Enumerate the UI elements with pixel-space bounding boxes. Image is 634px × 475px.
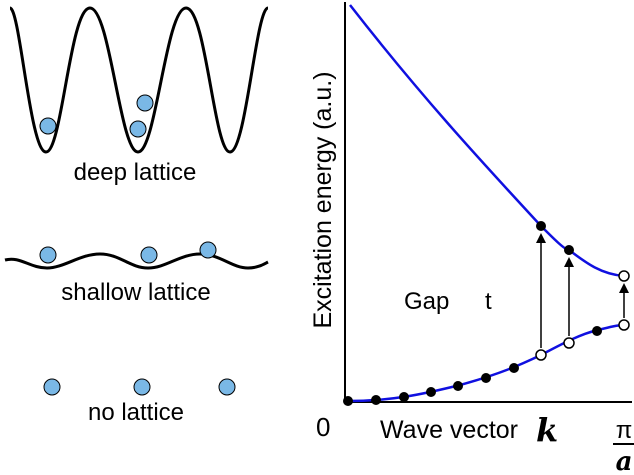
atom (133, 378, 151, 396)
atom (140, 246, 158, 264)
lower-band-point (426, 387, 436, 397)
upper-band-point (536, 221, 546, 231)
dispersion-plot: Gap t Excitation energy (a.u.) 0 Wave ve… (309, 2, 634, 475)
no-lattice-panel: no lattice (43, 378, 236, 426)
atom (39, 246, 57, 264)
lower-band-point (399, 392, 409, 402)
atom (39, 117, 57, 135)
lower-band-point (343, 396, 353, 406)
lower-band-point-open (563, 337, 575, 349)
deep-lattice-label: deep lattice (74, 159, 197, 186)
gap-label: Gap (404, 288, 449, 315)
shallow-lattice-label: shallow lattice (61, 279, 210, 306)
lower-band-curve (347, 323, 625, 403)
lower-band-point (453, 381, 463, 391)
lower-band-point (481, 373, 491, 383)
upper-band-curve (349, 4, 625, 278)
pi-label: π (616, 417, 633, 444)
lower-band-point-open (535, 349, 547, 361)
deep-lattice-potential (8, 6, 270, 154)
shallow-lattice-panel: shallow lattice (4, 241, 269, 306)
a-label: a (616, 447, 633, 475)
atom (43, 378, 61, 396)
lower-band-point (371, 395, 381, 405)
atom (129, 120, 147, 138)
lower-band-point-open (618, 319, 630, 331)
x-axis-label: Wave vector (380, 416, 518, 444)
origin-label: 0 (316, 412, 330, 442)
upper-band-point (564, 245, 574, 255)
deep-lattice-panel: deep lattice (8, 6, 270, 186)
y-axis-label: Excitation energy (a.u.) (309, 71, 337, 328)
lower-band-point (592, 326, 602, 336)
upper-band-point-open (618, 270, 630, 282)
atom (136, 94, 154, 112)
k-symbol: k (536, 411, 558, 449)
no-lattice-label: no lattice (88, 399, 184, 426)
lower-band-point (509, 363, 519, 373)
shallow-lattice-potential (4, 252, 269, 270)
atom (218, 378, 236, 396)
t-label: t (485, 288, 492, 315)
atom (199, 241, 217, 259)
